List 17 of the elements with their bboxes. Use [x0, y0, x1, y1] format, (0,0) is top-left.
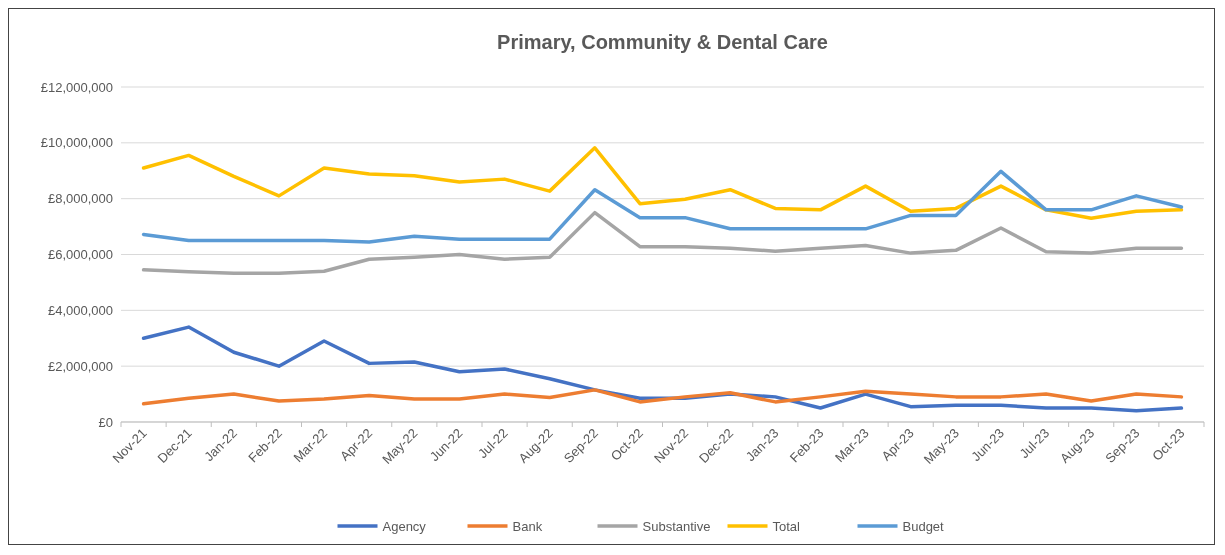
- legend-label: Agency: [382, 518, 427, 534]
- y-tick-label: £10,000,000: [40, 135, 113, 151]
- y-tick-label: £0: [98, 414, 113, 430]
- line-series: [141, 146, 1184, 220]
- legend-label: Budget: [902, 518, 945, 534]
- y-tick-label: £2,000,000: [47, 358, 113, 374]
- legend-label: Total: [772, 518, 801, 534]
- chart-title: Primary, Community & Dental Care: [497, 31, 828, 53]
- line-series: [141, 388, 1184, 406]
- y-tick-label: £12,000,000: [40, 79, 113, 95]
- y-tick-label: £8,000,000: [47, 191, 113, 207]
- legend-label: Bank: [512, 518, 543, 534]
- y-tick-label: £6,000,000: [47, 247, 113, 263]
- y-tick-label: £4,000,000: [47, 302, 113, 318]
- legend-label: Substantive: [642, 518, 711, 534]
- line-series: [141, 210, 1184, 275]
- line-series: [141, 169, 1184, 244]
